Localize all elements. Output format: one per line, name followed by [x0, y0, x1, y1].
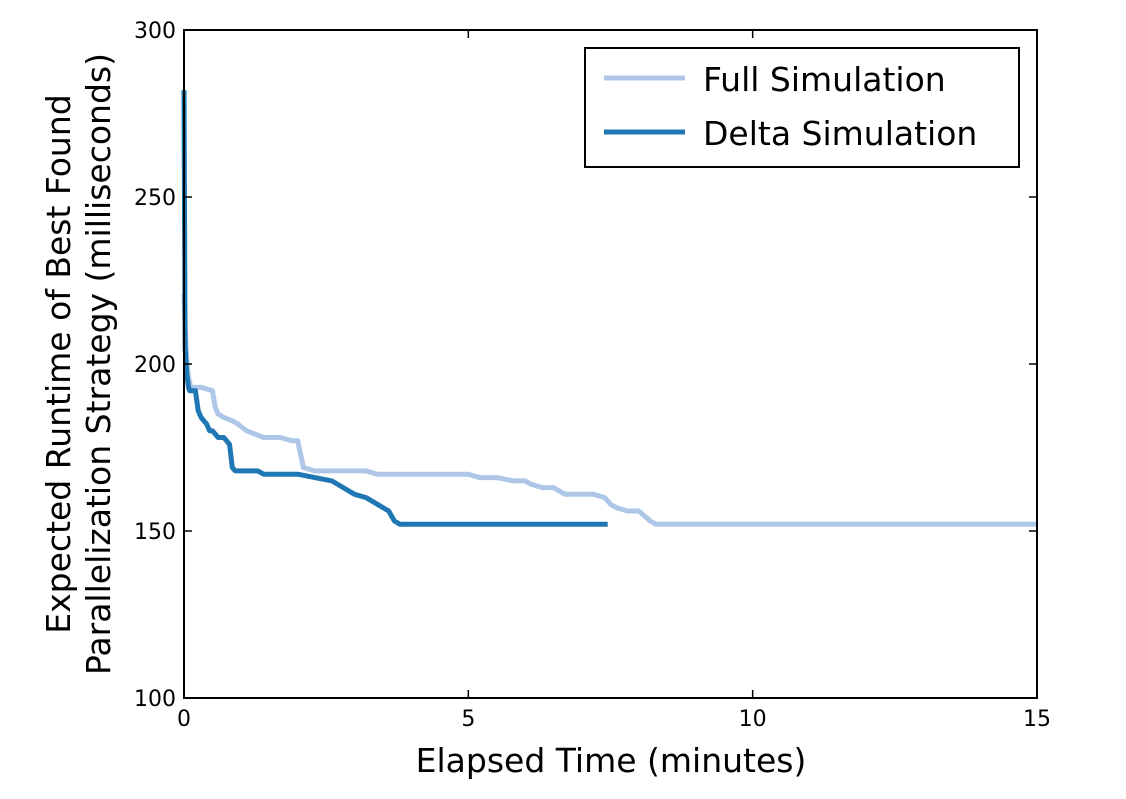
- legend-label-full-simulation: Full Simulation: [703, 60, 946, 99]
- y-axis-title-line2: Parallelization Strategy (milliseconds): [79, 53, 118, 675]
- y-tick-label: 250: [134, 186, 176, 211]
- plot-lines: [181, 90, 1037, 527]
- legend-label-delta-simulation: Delta Simulation: [703, 114, 977, 153]
- y-tick-label: 100: [134, 687, 176, 712]
- legend: Full Simulation Delta Simulation: [584, 47, 1020, 168]
- x-tick-label: 10: [739, 707, 767, 732]
- y-tick-label: 150: [134, 520, 176, 545]
- x-tick-label: 0: [177, 707, 191, 732]
- y-tick-label: 300: [134, 19, 176, 44]
- y-tick-label: 200: [134, 353, 176, 378]
- axis-ticks: 0 5 10 15 100 150 200 250 300: [134, 19, 1051, 732]
- y-axis-title-line1: Expected Runtime of Best Found: [39, 94, 78, 633]
- series-line-delta-simulation: [181, 90, 608, 527]
- x-tick-label: 15: [1023, 707, 1051, 732]
- x-axis-title: Elapsed Time (minutes): [416, 741, 807, 780]
- series-line-full-simulation: [181, 293, 1037, 527]
- legend-box: [584, 47, 1020, 168]
- x-tick-label: 5: [461, 707, 475, 732]
